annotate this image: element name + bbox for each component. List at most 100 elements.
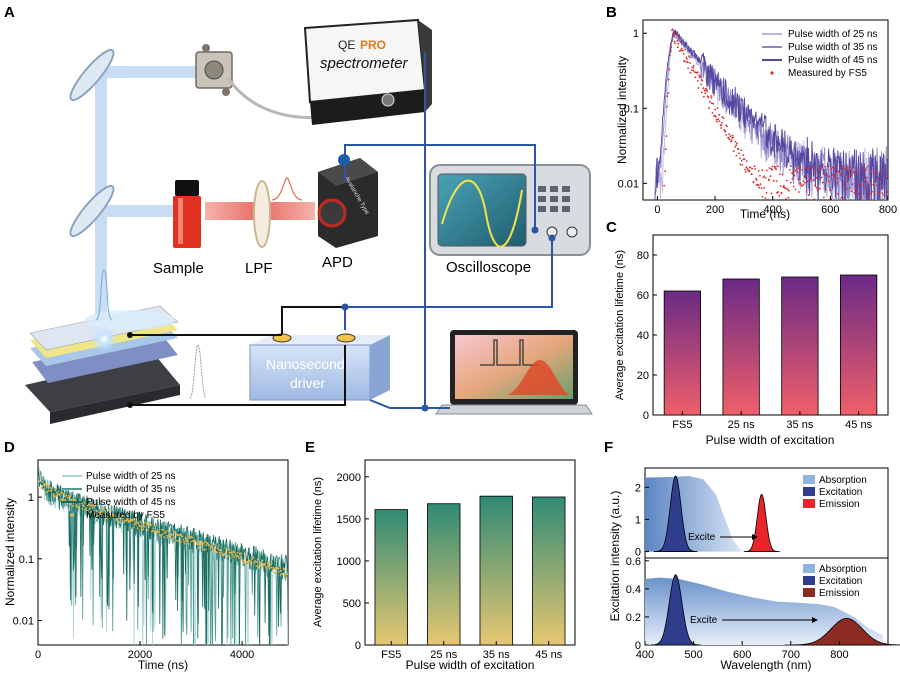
chart-b-point [727,137,730,140]
chart-d-point [39,476,42,479]
chart-b-point [775,180,778,183]
chart-b-point [667,92,670,94]
chart-d-point [146,529,149,531]
chart-b-point [881,192,884,195]
chart-b-point [718,120,721,122]
chart-b-point [705,88,708,90]
chart-b-point [847,175,850,178]
chart-b-point [780,191,783,194]
chart-b-point [824,165,826,168]
chart-b-point [846,177,849,180]
chart-d-point [152,527,155,530]
chart-b-point [861,165,864,168]
chart-b-point [869,181,872,184]
chart-b-point [659,397,661,399]
chart-f-top-arrowhead [752,534,758,540]
chart-d-point [109,514,112,517]
chart-b-point [778,173,781,176]
chart-d-point [161,528,163,531]
chart-d-point [233,551,235,554]
chart-b-point [758,186,761,189]
chart-b-point [774,167,776,169]
chart-c-frame [652,234,889,416]
chart-d-point [49,489,52,492]
chart-b-point [797,178,799,181]
chart-b-point [874,172,877,175]
chart-f-bottom-arrowhead [812,617,818,623]
chart-d-point [255,565,258,567]
chart-b-point [679,41,682,44]
chart-b-point [849,187,851,190]
chart-b-point [739,157,741,160]
chart-d-point [241,559,244,562]
chart-b-point [801,184,804,187]
chart-d-point [62,499,65,502]
chart-b-point [858,184,861,187]
chart-d-point [61,492,64,494]
label-apd: APD [322,254,353,271]
chart-b-point [831,166,834,169]
chart-d-point [45,484,48,487]
chart-d-point [151,529,154,532]
label-oscilloscope: Oscilloscope [446,259,531,276]
chart-b-point [825,172,828,175]
chart-f-top-annotation: Excite [688,532,716,543]
label-lpf: LPF [245,260,273,277]
chart-b-point [675,33,678,36]
chart-b-point [849,174,852,177]
chart-b-legend-4: Measured by FS5 [788,68,867,79]
chart-b-point [879,171,881,174]
chart-b-point [672,35,675,37]
panel-letter-d: D [4,439,15,456]
chart-b-point [788,189,790,192]
chart-b-legend-1: Pulse width of 25 ns [788,29,878,40]
chart-b-point [877,177,880,180]
chart-c-xtick-label-2: 35 ns [786,419,813,431]
chart-b-point [660,329,662,331]
chart-b-point [763,187,766,189]
chart-e-xtick-label-3: 45 ns [535,649,562,661]
chart-d-point [91,506,94,509]
chart-f-top-legend-3: Emission [819,499,860,510]
chart-d-point [182,538,185,541]
chart-d-point [146,523,148,525]
spectrometer-device: QE PRO spectrometer [303,18,432,125]
chart-d-point [104,516,107,519]
chart-b-point [687,67,689,70]
chart-b-point [840,197,843,199]
chart-b-point [852,166,855,169]
chart-d-point [177,539,180,542]
chart-b-point [729,135,732,138]
chart-d-point [212,544,215,547]
lpf-spectrum-icon [271,177,303,201]
chart-b-point [810,178,812,181]
chart-b-point [824,174,827,177]
chart-b-point [805,167,808,170]
chart-d-point [53,496,56,498]
chart-e-ytick-label-0: 0 [355,640,361,652]
chart-b-point [717,118,719,120]
chart-d-point [145,529,148,531]
chart-c-bar-4 [840,274,878,416]
panel-letter-f: F [604,439,613,456]
chart-b-point [828,175,830,178]
chart-d-point [98,513,101,516]
chart-b-point [842,198,845,200]
chart-d-point [83,505,85,508]
chart-d-point [141,525,144,528]
oscilloscope-device [429,164,591,256]
chart-d-point [218,551,221,554]
chart-b-point [814,168,817,171]
panel-letter-a: A [4,4,15,21]
chart-f-bottom-legend: Absorption Excitation Emission [803,564,867,599]
chart-b-point [764,197,767,200]
chart-f-ytick-label-1-1: 0.2 [626,612,641,624]
chart-b-point [722,117,725,120]
chart-f-emission-1 [743,493,781,553]
chart-d-point [51,486,54,489]
chart-d-point [278,565,281,568]
driver-label-line1: Nanosecond [266,356,345,372]
chart-d-point [286,576,288,579]
chart-b-point [700,91,703,94]
chart-b-point [799,166,802,169]
